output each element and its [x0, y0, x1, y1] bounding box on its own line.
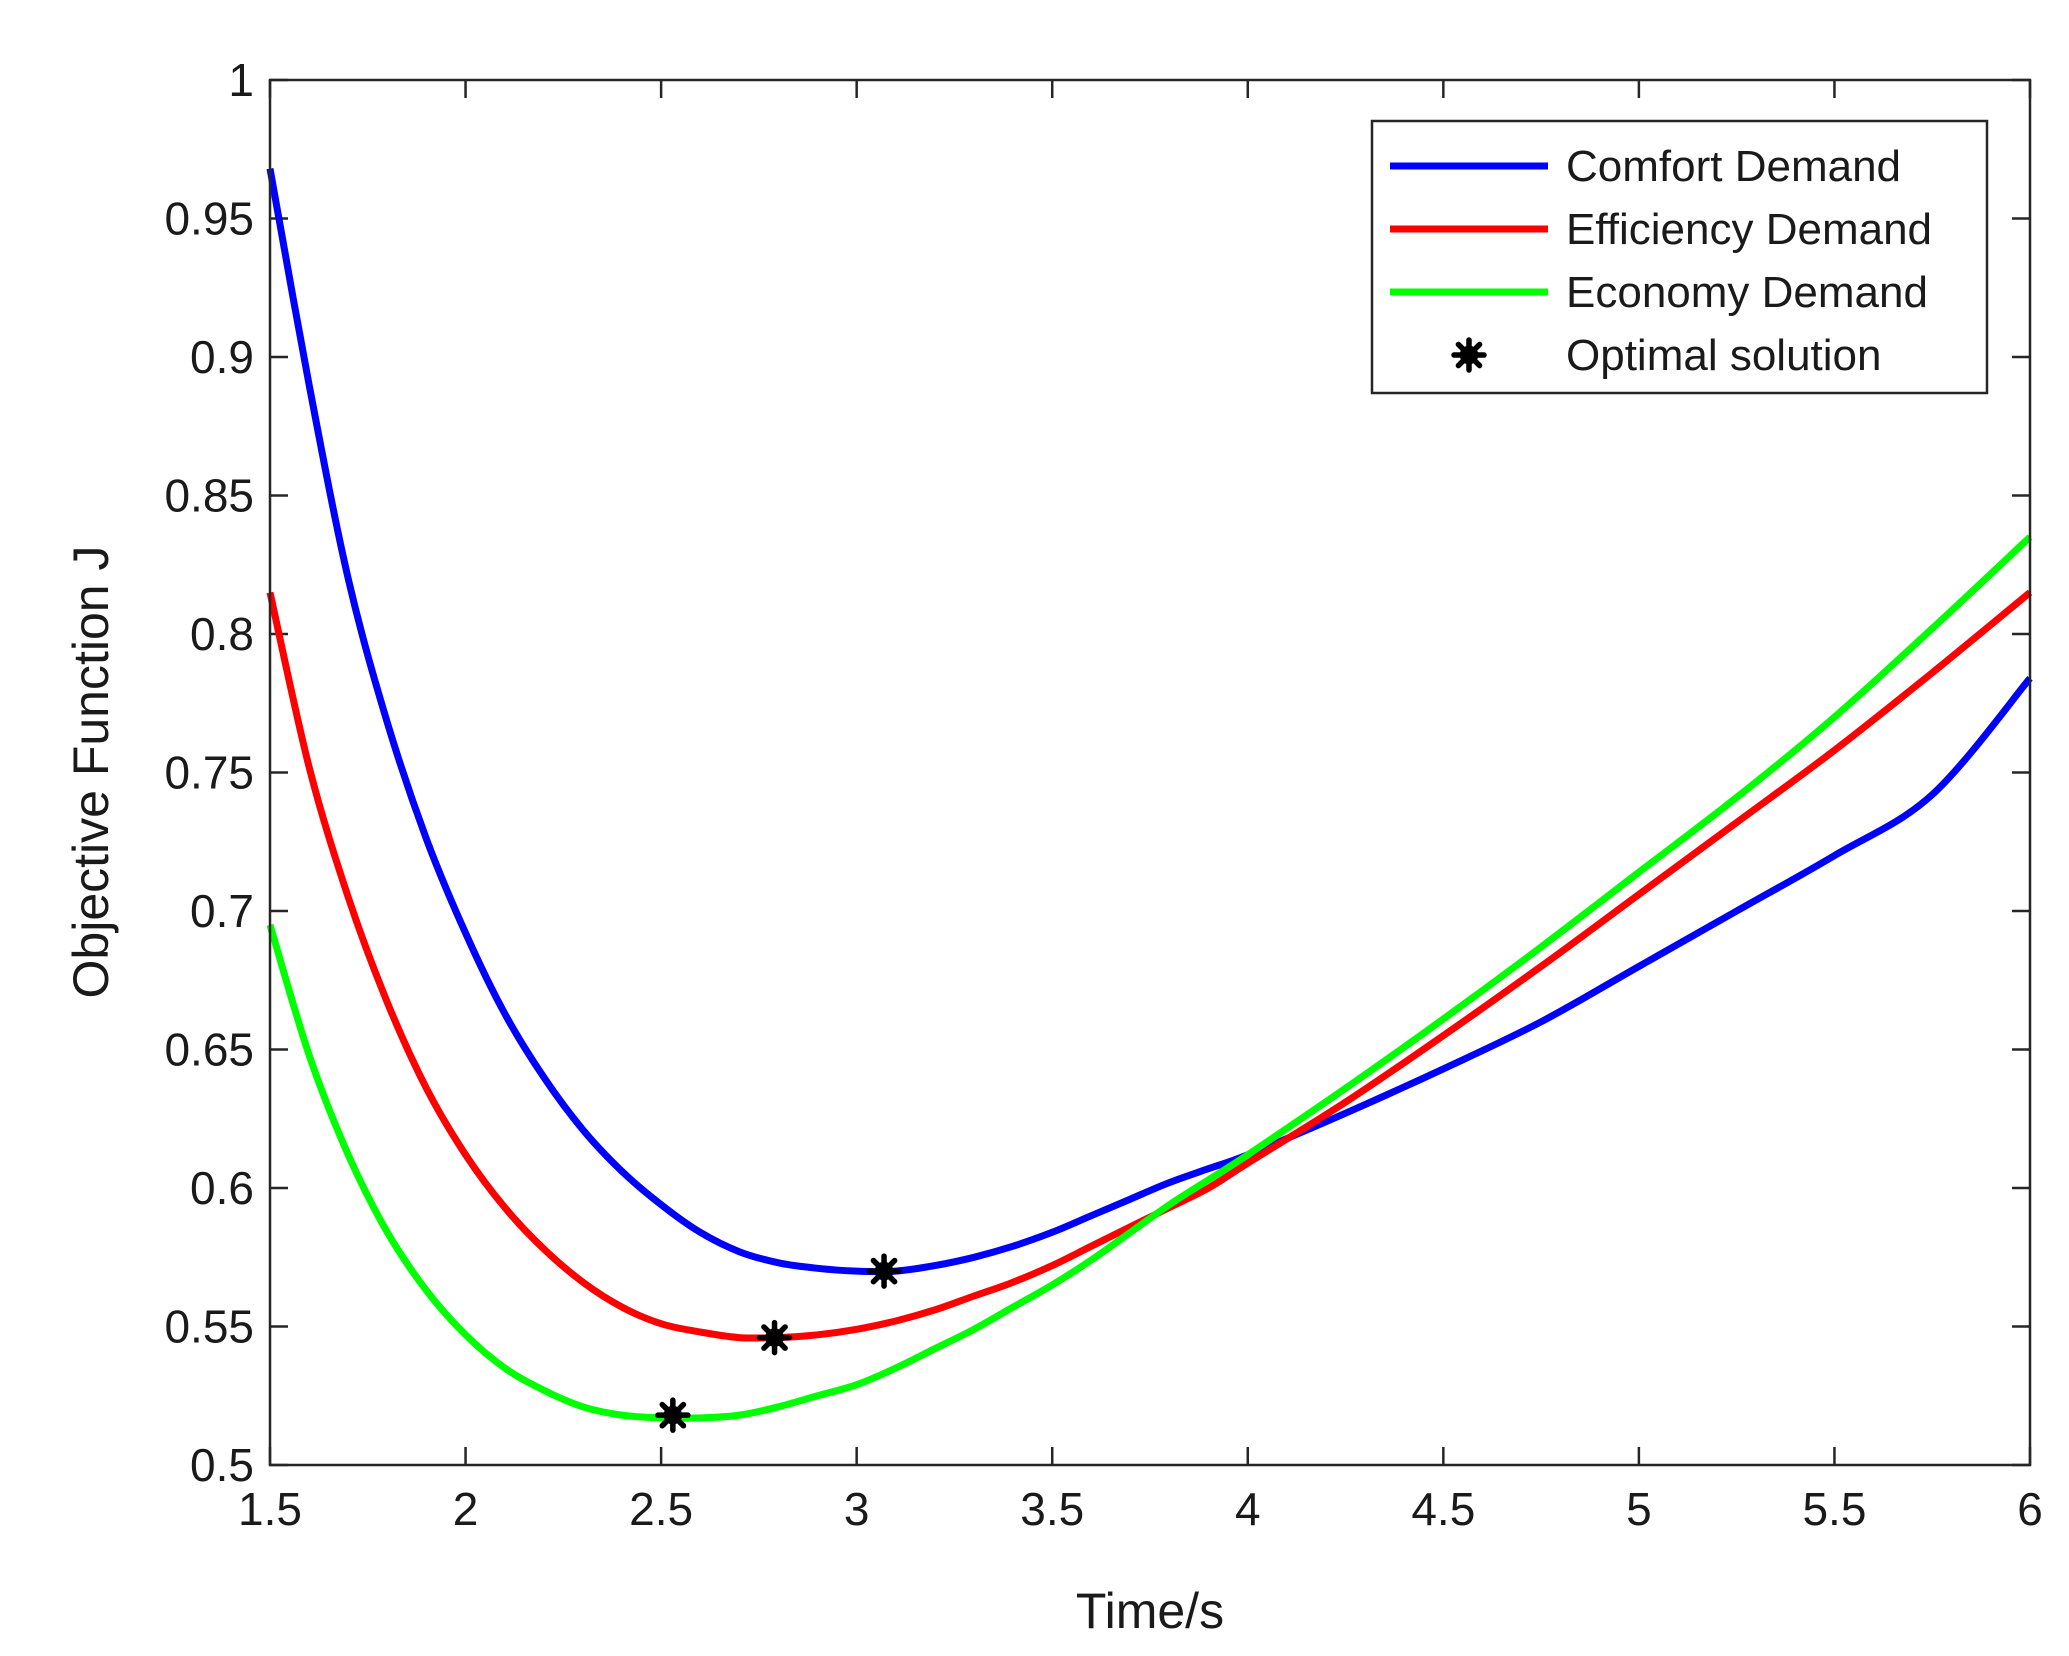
legend-marker-optimal [1451, 337, 1487, 373]
optimal-solution-marker [756, 1319, 793, 1356]
legend-optimal-asterisk [1451, 337, 1487, 373]
y-tick-label: 0.65 [164, 1024, 254, 1076]
y-tick-label: 1 [228, 54, 254, 106]
x-tick-label: 2.5 [629, 1483, 693, 1535]
optimal-solution-marker [866, 1253, 902, 1289]
y-tick-label: 0.95 [164, 193, 254, 245]
y-tick-label: 0.6 [190, 1162, 254, 1214]
legend-label-optimal: Optimal solution [1566, 331, 1881, 380]
y-tick-label: 0.7 [190, 885, 254, 937]
x-tick-label: 4 [1235, 1483, 1261, 1535]
series-lines [266, 167, 2033, 1422]
optimal-solution-marker [655, 1397, 691, 1433]
y-tick-label: 0.9 [190, 331, 254, 383]
legend: Comfort Demand Efficiency Demand Economy… [1370, 119, 1989, 395]
x-axis-label: Time/s [1076, 1583, 1224, 1639]
x-tick-labels: 1.5 2 2.5 3 3.5 4 4.5 5 5.5 6 [238, 1483, 2043, 1535]
y-tick-label: 0.8 [190, 608, 254, 660]
economy-demand-line [266, 534, 2033, 1422]
y-tick-label: 0.55 [164, 1301, 254, 1353]
x-tick-label: 3 [844, 1483, 870, 1535]
x-tick-label: 5 [1626, 1483, 1652, 1535]
x-tick-label: 4.5 [1411, 1483, 1475, 1535]
y-axis-label: Objective Function J [63, 546, 119, 999]
x-tick-label: 3.5 [1020, 1483, 1084, 1535]
optimal-solution-markers [655, 1253, 902, 1433]
y-tick-label: 0.75 [164, 747, 254, 799]
legend-label-economy: Economy Demand [1566, 268, 1928, 317]
x-tick-label: 6 [2017, 1483, 2043, 1535]
comfort-demand-line [266, 167, 2033, 1276]
y-tick-label: 0.85 [164, 470, 254, 522]
efficiency-demand-line [266, 589, 2033, 1342]
y-tick-labels: 0.5 0.55 0.6 0.65 0.7 0.75 0.8 0.85 0.9 0.95 1 [164, 54, 254, 1491]
x-tick-label: 1.5 [238, 1483, 302, 1535]
plot-area-frame [268, 78, 2032, 1467]
legend-label-efficiency: Efficiency Demand [1566, 205, 1932, 254]
legend-label-comfort: Comfort Demand [1566, 142, 1901, 191]
x-tick-label: 2 [453, 1483, 479, 1535]
x-tick-label: 5.5 [1802, 1483, 1866, 1535]
y-tick-label: 0.5 [190, 1439, 254, 1491]
